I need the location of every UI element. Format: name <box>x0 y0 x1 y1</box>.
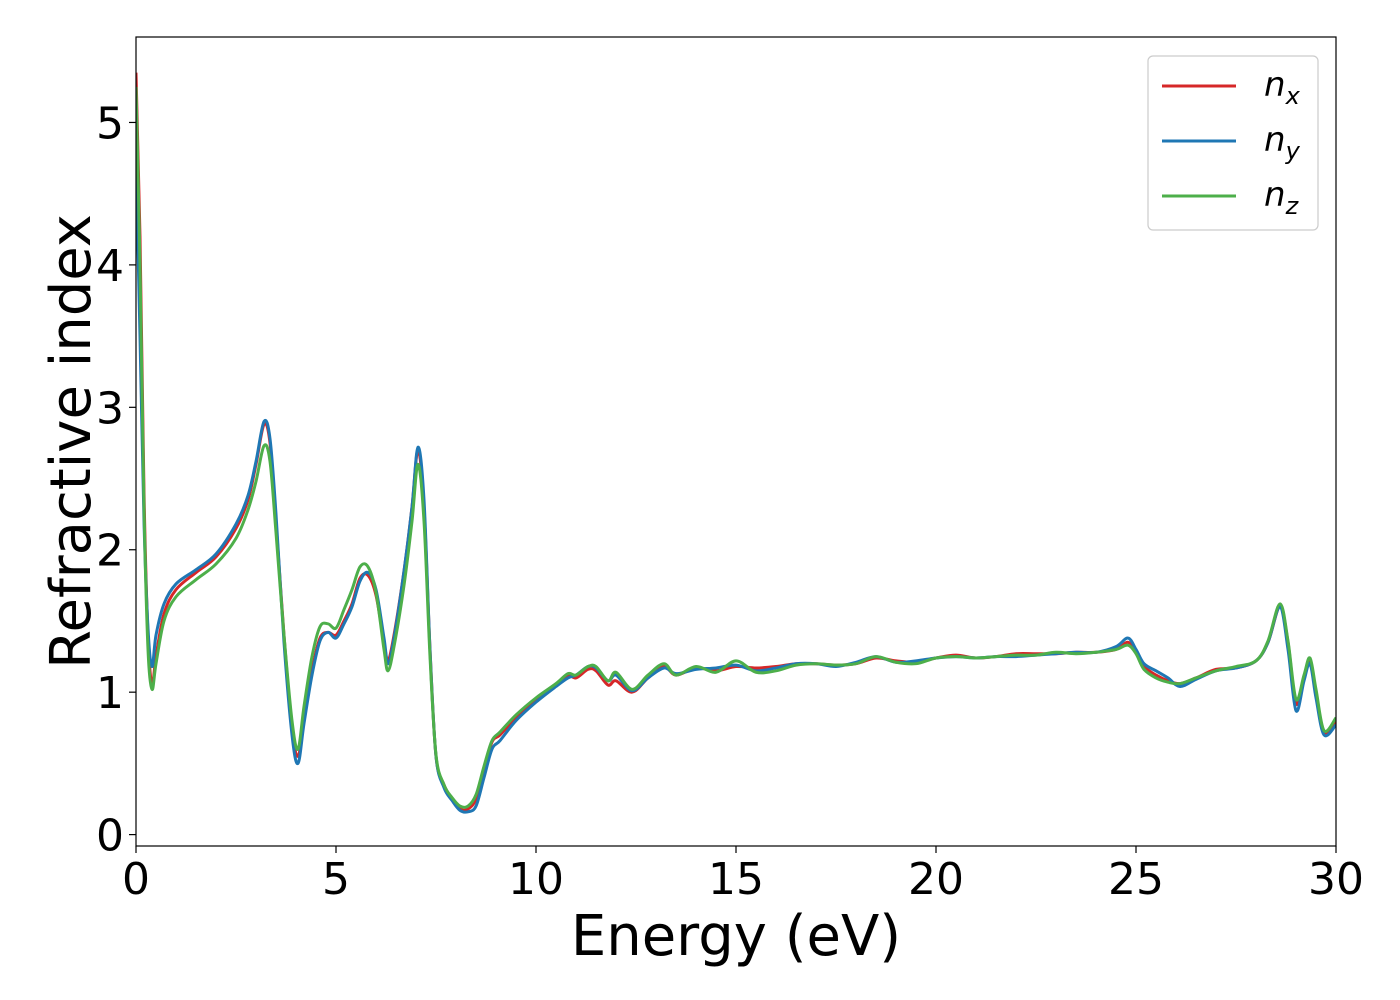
legend-label-base: n <box>1264 65 1286 105</box>
legend-label-subscript: y <box>1285 137 1301 165</box>
y-tick-label: 3 <box>96 383 124 434</box>
x-axis-label: Energy (eV) <box>571 904 901 969</box>
x-tick-label: 0 <box>122 854 150 905</box>
legend-label-y: ny <box>1264 120 1301 165</box>
y-tick-label: 1 <box>96 668 124 719</box>
y-tick-label: 2 <box>96 526 124 577</box>
x-tick-label: 10 <box>508 854 564 905</box>
x-tick-label: 20 <box>908 854 964 905</box>
y-tick-label: 4 <box>96 241 124 292</box>
x-tick-label: 5 <box>322 854 350 905</box>
legend-label-subscript: z <box>1285 192 1300 220</box>
series-layer <box>136 72 1336 814</box>
y-axis-label: Refractive index <box>39 214 104 669</box>
x-tick-label: 30 <box>1308 854 1364 905</box>
legend-label-x: nx <box>1264 65 1301 110</box>
legend-label-subscript: x <box>1285 82 1301 110</box>
series-line-y <box>136 165 1336 814</box>
x-tick-label: 15 <box>708 854 764 905</box>
y-tick-label: 5 <box>96 98 124 149</box>
x-tick-label: 25 <box>1108 854 1164 905</box>
series-line-z <box>136 86 1336 809</box>
legend-box <box>1147 55 1319 231</box>
legend-label-base: n <box>1264 175 1286 215</box>
axis-ticks: 0 5 10 15 20 25 30 0 1 2 3 4 5 <box>96 98 1364 905</box>
legend-label-base: n <box>1264 120 1286 160</box>
y-tick-label: 0 <box>96 811 124 862</box>
legend-label-z: nz <box>1264 175 1300 220</box>
